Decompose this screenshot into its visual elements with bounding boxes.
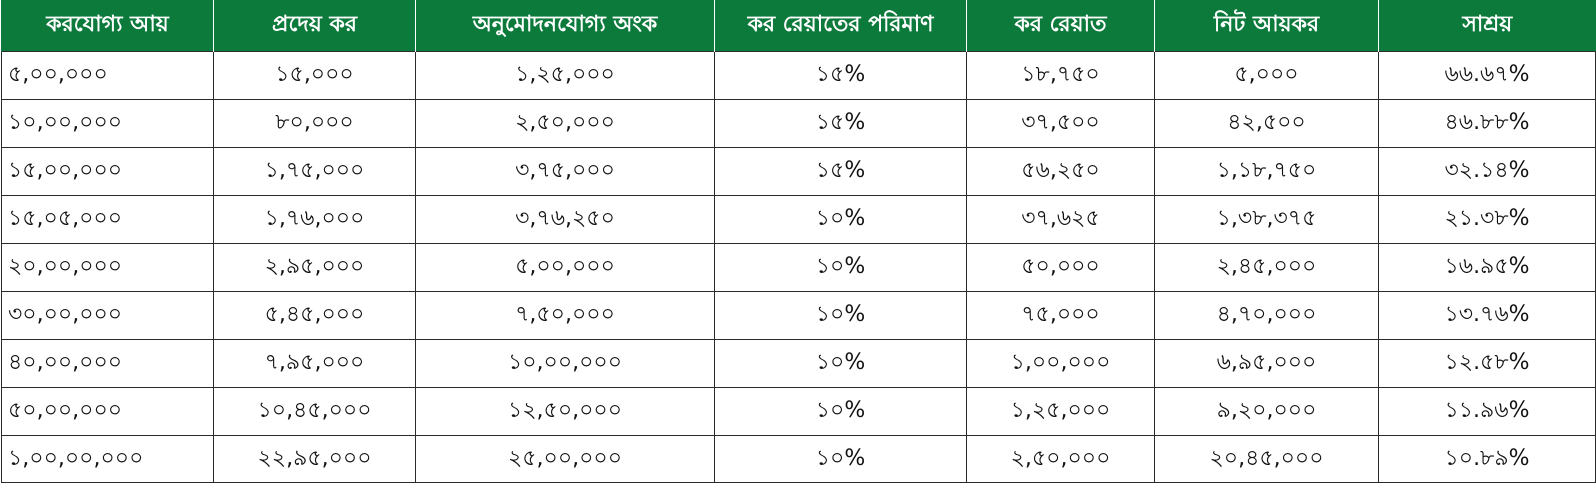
cell-taxable-income: ১৫,০৫,০০০ <box>1 195 214 244</box>
tax-savings-table: করযোগ্য আয় প্রদেয় কর অনুমোদনযোগ্য অংক … <box>1 0 1596 483</box>
cell-rebate-rate: ১০% <box>714 339 967 388</box>
table-row: ৩০,০০,০০০ ৫,৪৫,০০০ ৭,৫০,০০০ ১০% ৭৫,০০০ ৪… <box>1 291 1596 340</box>
cell-tax-rebate: ৫০,০০০ <box>966 243 1155 292</box>
header-payable-tax: প্রদেয় কর <box>213 0 416 52</box>
cell-net-income-tax: ১,১৮,৭৫০ <box>1154 147 1379 196</box>
cell-net-income-tax: ৬,৯৫,০০০ <box>1154 339 1379 388</box>
table-row: ১০,০০,০০০ ৮০,০০০ ২,৫০,০০০ ১৫% ৩৭,৫০০ ৪২,… <box>1 99 1596 148</box>
cell-savings: ১২.৫৮% <box>1378 339 1596 388</box>
cell-payable-tax: ১৫,০০০ <box>213 51 416 100</box>
cell-savings: ২১.৩৮% <box>1378 195 1596 244</box>
cell-payable-tax: ৮০,০০০ <box>213 99 416 148</box>
cell-tax-rebate: ৭৫,০০০ <box>966 291 1155 340</box>
cell-taxable-income: ২০,০০,০০০ <box>1 243 214 292</box>
cell-allowable-amount: ৩,৭৫,০০০ <box>415 147 715 196</box>
cell-savings: ১৬.৯৫% <box>1378 243 1596 292</box>
cell-rebate-rate: ১৫% <box>714 99 967 148</box>
cell-savings: ৪৬.৮৮% <box>1378 99 1596 148</box>
table-row: ১৫,০০,০০০ ১,৭৫,০০০ ৩,৭৫,০০০ ১৫% ৫৬,২৫০ ১… <box>1 147 1596 196</box>
cell-payable-tax: ৫,৪৫,০০০ <box>213 291 416 340</box>
cell-taxable-income: ৫,০০,০০০ <box>1 51 214 100</box>
cell-allowable-amount: ২,৫০,০০০ <box>415 99 715 148</box>
cell-rebate-rate: ১০% <box>714 243 967 292</box>
cell-rebate-rate: ১৫% <box>714 147 967 196</box>
cell-allowable-amount: ৩,৭৬,২৫০ <box>415 195 715 244</box>
cell-net-income-tax: ২,৪৫,০০০ <box>1154 243 1379 292</box>
cell-taxable-income: ৪০,০০,০০০ <box>1 339 214 388</box>
header-rebate-rate: কর রেয়াতের পরিমাণ <box>714 0 967 52</box>
header-tax-rebate: কর রেয়াত <box>966 0 1155 52</box>
cell-net-income-tax: ৫,০০০ <box>1154 51 1379 100</box>
cell-rebate-rate: ১০% <box>714 387 967 436</box>
cell-tax-rebate: ১,২৫,০০০ <box>966 387 1155 436</box>
header-savings: সাশ্রয় <box>1378 0 1596 52</box>
table-row: ৫,০০,০০০ ১৫,০০০ ১,২৫,০০০ ১৫% ১৮,৭৫০ ৫,০০… <box>1 51 1596 100</box>
header-allowable-amount: অনুমোদনযোগ্য অংক <box>415 0 715 52</box>
cell-savings: ৬৬.৬৭% <box>1378 51 1596 100</box>
cell-tax-rebate: ৩৭,৬২৫ <box>966 195 1155 244</box>
cell-taxable-income: ১০,০০,০০০ <box>1 99 214 148</box>
cell-savings: ১১.৯৬% <box>1378 387 1596 436</box>
table-row: ১,০০,০০,০০০ ২২,৯৫,০০০ ২৫,০০,০০০ ১০% ২,৫০… <box>1 435 1596 483</box>
cell-savings: ১৩.৭৬% <box>1378 291 1596 340</box>
cell-payable-tax: ৭,৯৫,০০০ <box>213 339 416 388</box>
cell-allowable-amount: ১,২৫,০০০ <box>415 51 715 100</box>
cell-net-income-tax: ৪২,৫০০ <box>1154 99 1379 148</box>
cell-taxable-income: ৩০,০০,০০০ <box>1 291 214 340</box>
table-header-row: করযোগ্য আয় প্রদেয় কর অনুমোদনযোগ্য অংক … <box>1 0 1596 52</box>
cell-allowable-amount: ৭,৫০,০০০ <box>415 291 715 340</box>
cell-payable-tax: ১,৭৫,০০০ <box>213 147 416 196</box>
table-row: ৫০,০০,০০০ ১০,৪৫,০০০ ১২,৫০,০০০ ১০% ১,২৫,০… <box>1 387 1596 436</box>
cell-rebate-rate: ১০% <box>714 435 967 483</box>
header-net-income-tax: নিট আয়কর <box>1154 0 1379 52</box>
cell-taxable-income: ১৫,০০,০০০ <box>1 147 214 196</box>
cell-payable-tax: ১,৭৬,০০০ <box>213 195 416 244</box>
cell-tax-rebate: ১,০০,০০০ <box>966 339 1155 388</box>
cell-rebate-rate: ১০% <box>714 195 967 244</box>
cell-savings: ৩২.১৪% <box>1378 147 1596 196</box>
cell-savings: ১০.৮৯% <box>1378 435 1596 483</box>
cell-taxable-income: ১,০০,০০,০০০ <box>1 435 214 483</box>
cell-allowable-amount: ৫,০০,০০০ <box>415 243 715 292</box>
cell-payable-tax: ২২,৯৫,০০০ <box>213 435 416 483</box>
cell-allowable-amount: ১২,৫০,০০০ <box>415 387 715 436</box>
cell-net-income-tax: ৯,২০,০০০ <box>1154 387 1379 436</box>
cell-payable-tax: ২,৯৫,০০০ <box>213 243 416 292</box>
table-row: ১৫,০৫,০০০ ১,৭৬,০০০ ৩,৭৬,২৫০ ১০% ৩৭,৬২৫ ১… <box>1 195 1596 244</box>
cell-rebate-rate: ১৫% <box>714 51 967 100</box>
cell-tax-rebate: ২,৫০,০০০ <box>966 435 1155 483</box>
cell-tax-rebate: ১৮,৭৫০ <box>966 51 1155 100</box>
cell-net-income-tax: ৪,৭০,০০০ <box>1154 291 1379 340</box>
cell-tax-rebate: ৫৬,২৫০ <box>966 147 1155 196</box>
cell-net-income-tax: ১,৩৮,৩৭৫ <box>1154 195 1379 244</box>
cell-payable-tax: ১০,৪৫,০০০ <box>213 387 416 436</box>
cell-tax-rebate: ৩৭,৫০০ <box>966 99 1155 148</box>
cell-net-income-tax: ২০,৪৫,০০০ <box>1154 435 1379 483</box>
cell-taxable-income: ৫০,০০,০০০ <box>1 387 214 436</box>
cell-rebate-rate: ১০% <box>714 291 967 340</box>
header-taxable-income: করযোগ্য আয় <box>1 0 214 52</box>
table-row: ৪০,০০,০০০ ৭,৯৫,০০০ ১০,০০,০০০ ১০% ১,০০,০০… <box>1 339 1596 388</box>
cell-allowable-amount: ২৫,০০,০০০ <box>415 435 715 483</box>
table-row: ২০,০০,০০০ ২,৯৫,০০০ ৫,০০,০০০ ১০% ৫০,০০০ ২… <box>1 243 1596 292</box>
cell-allowable-amount: ১০,০০,০০০ <box>415 339 715 388</box>
